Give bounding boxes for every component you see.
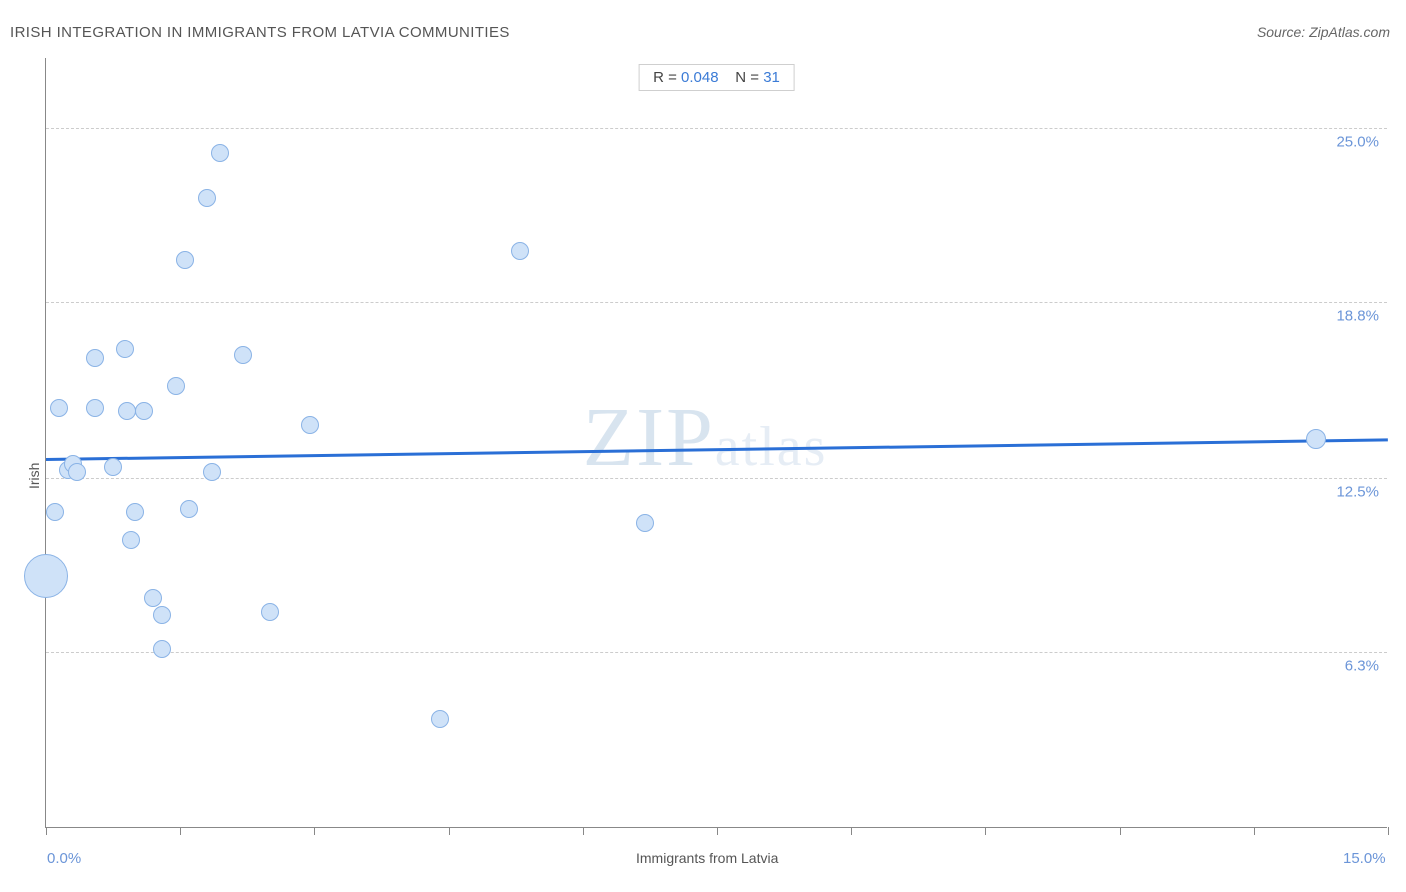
data-point bbox=[68, 463, 86, 481]
x-tick bbox=[1120, 827, 1121, 835]
x-axis-label: Immigrants from Latvia bbox=[636, 850, 778, 866]
n-value: 31 bbox=[763, 69, 780, 86]
x-axis-max: 15.0% bbox=[1343, 850, 1386, 867]
data-point bbox=[50, 399, 68, 417]
data-point bbox=[122, 531, 140, 549]
data-point bbox=[167, 377, 185, 395]
data-point bbox=[104, 458, 122, 476]
data-point bbox=[511, 242, 529, 260]
x-tick bbox=[851, 827, 852, 835]
data-point bbox=[126, 503, 144, 521]
data-point bbox=[176, 251, 194, 269]
chart-header: IRISH INTEGRATION IN IMMIGRANTS FROM LAT… bbox=[10, 24, 1396, 48]
data-point bbox=[144, 589, 162, 607]
x-tick bbox=[46, 827, 47, 835]
x-tick bbox=[449, 827, 450, 835]
y-tick-label: 18.8% bbox=[1336, 307, 1379, 324]
data-point bbox=[636, 514, 654, 532]
data-point bbox=[118, 402, 136, 420]
gridline bbox=[46, 128, 1387, 129]
y-tick-label: 25.0% bbox=[1336, 134, 1379, 151]
x-tick bbox=[1254, 827, 1255, 835]
gridline bbox=[46, 302, 1387, 303]
y-tick-label: 12.5% bbox=[1336, 484, 1379, 501]
data-point bbox=[116, 340, 134, 358]
data-point bbox=[86, 349, 104, 367]
data-point bbox=[211, 144, 229, 162]
x-tick bbox=[985, 827, 986, 835]
gridline bbox=[46, 478, 1387, 479]
data-point bbox=[203, 463, 221, 481]
data-point bbox=[180, 500, 198, 518]
scatter-plot-area: ZIPatlas R = 0.048 N = 31 6.3% 12.5% 18.8%… bbox=[45, 58, 1387, 828]
data-point bbox=[24, 554, 68, 598]
data-point bbox=[301, 416, 319, 434]
x-tick bbox=[180, 827, 181, 835]
source-attribution: Source: ZipAtlas.com bbox=[1257, 24, 1390, 40]
chart-title: IRISH INTEGRATION IN IMMIGRANTS FROM LAT… bbox=[10, 24, 510, 41]
stats-legend: R = 0.048 N = 31 bbox=[638, 64, 795, 91]
x-tick bbox=[717, 827, 718, 835]
gridline bbox=[46, 652, 1387, 653]
x-tick bbox=[314, 827, 315, 835]
data-point bbox=[431, 710, 449, 728]
r-label: R = bbox=[653, 69, 677, 86]
x-axis-min: 0.0% bbox=[47, 850, 81, 867]
data-point bbox=[153, 606, 171, 624]
data-point bbox=[46, 503, 64, 521]
x-tick bbox=[583, 827, 584, 835]
y-tick-label: 6.3% bbox=[1345, 657, 1379, 674]
data-point bbox=[261, 603, 279, 621]
data-point bbox=[234, 346, 252, 364]
n-label: N = bbox=[735, 69, 759, 86]
y-axis-label: Irish bbox=[26, 463, 42, 489]
r-value: 0.048 bbox=[681, 69, 719, 86]
data-point bbox=[1306, 429, 1326, 449]
trend-line bbox=[46, 439, 1388, 461]
watermark: ZIPatlas bbox=[583, 389, 828, 486]
data-point bbox=[198, 189, 216, 207]
data-point bbox=[86, 399, 104, 417]
data-point bbox=[153, 640, 171, 658]
x-tick bbox=[1388, 827, 1389, 835]
data-point bbox=[135, 402, 153, 420]
